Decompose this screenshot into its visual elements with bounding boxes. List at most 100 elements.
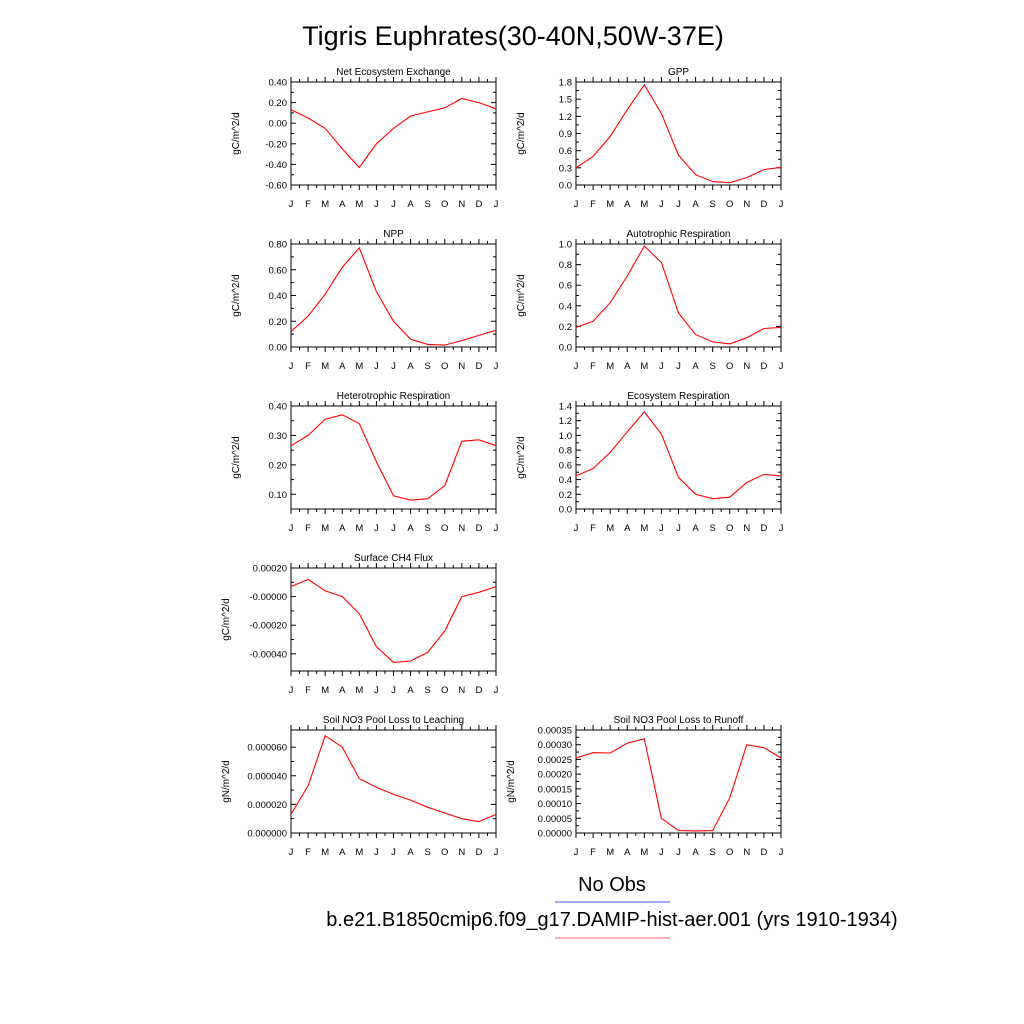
panel-9: Soil NO3 Pool Loss to Leaching gN/m^2/d 0.… — [221, 715, 499, 858]
y-tick-label: 0.30 — [269, 431, 288, 442]
y-tick-label: 0.00 — [269, 343, 288, 354]
y-tick-label: 0.8 — [559, 260, 572, 271]
x-tick-label: A — [692, 199, 699, 210]
x-tick-label: A — [692, 361, 699, 372]
y-tick-label: 0.00030 — [538, 740, 572, 751]
x-tick-label: J — [676, 847, 681, 858]
x-tick-label: F — [590, 523, 596, 534]
y-tick-label: 0.4 — [559, 301, 572, 312]
x-tick-label: M — [640, 199, 648, 210]
y-tick-label: 0.60 — [269, 265, 288, 276]
y-axis-label: gC/m^2/d — [516, 274, 527, 317]
y-tick-label: 0.00025 — [538, 755, 572, 766]
x-tick-label: D — [760, 199, 767, 210]
x-tick-label: D — [475, 361, 482, 372]
y-tick-label: 0.3 — [559, 163, 572, 174]
y-tick-label: -0.20 — [265, 139, 287, 150]
x-tick-label: J — [659, 199, 664, 210]
x-tick-label: N — [458, 523, 465, 534]
panel-title: Ecosystem Respiration — [627, 391, 729, 402]
x-tick-label: J — [494, 685, 499, 696]
x-tick-label: M — [606, 523, 614, 534]
x-tick-label: J — [374, 199, 379, 210]
x-tick-label: S — [424, 685, 430, 696]
x-tick-label: J — [391, 523, 396, 534]
y-tick-label: 0.2 — [559, 490, 572, 501]
y-tick-label: -0.40 — [265, 160, 287, 171]
plot-frame — [290, 567, 497, 672]
x-tick-label: J — [391, 847, 396, 858]
panel-title: Heterotrophic Respiration — [337, 391, 450, 402]
x-tick-label: M — [321, 361, 329, 372]
y-tick-label: 0.10 — [269, 490, 288, 501]
y-axis-label: gN/m^2/d — [221, 760, 232, 803]
y-tick-label: 0.00005 — [538, 814, 572, 825]
x-tick-label: M — [321, 199, 329, 210]
plot-frame — [575, 405, 782, 510]
x-tick-label: J — [374, 361, 379, 372]
x-tick-label: S — [424, 847, 430, 858]
x-tick-label: F — [305, 685, 311, 696]
x-tick-label: S — [709, 847, 715, 858]
panel-title: Soil NO3 Pool Loss to Leaching — [323, 715, 464, 726]
y-tick-label: 0.6 — [559, 460, 572, 471]
y-axis-label: gN/m^2/d — [506, 760, 517, 803]
y-tick-label: 1.4 — [559, 402, 572, 413]
y-tick-label: 1.5 — [559, 95, 572, 106]
legend: No Obs b.e21.B1850cmip6.f09_g17.DAMIP-hi… — [326, 874, 898, 939]
panel-title: Net Ecosystem Exchange — [336, 67, 451, 78]
y-tick-label: 0.0 — [559, 505, 572, 516]
x-tick-label: F — [590, 361, 596, 372]
panel-7: Surface CH4 Flux gC/m^2/d 0.00020 -0.00000 -… — [221, 553, 499, 696]
y-tick-label: 0.00020 — [253, 564, 287, 575]
x-tick-label: J — [289, 847, 294, 858]
panel-title: GPP — [668, 67, 689, 78]
x-tick-label: M — [606, 847, 614, 858]
x-tick-label: A — [624, 523, 631, 534]
x-tick-label: A — [624, 847, 631, 858]
panel-10: Soil NO3 Pool Loss to Runoff gN/m^2/d 0.00… — [506, 715, 784, 858]
x-tick-label: M — [321, 847, 329, 858]
x-tick-label: A — [407, 685, 414, 696]
plot-frame — [290, 81, 497, 186]
y-tick-label: 0.000000 — [247, 829, 287, 840]
x-tick-label: S — [424, 199, 430, 210]
y-axis-label: gC/m^2/d — [516, 436, 527, 479]
y-tick-label: 0.00035 — [538, 726, 572, 737]
x-tick-label: N — [458, 361, 465, 372]
x-tick-label: S — [709, 199, 715, 210]
y-tick-label: 0.000040 — [247, 771, 287, 782]
x-tick-label: J — [779, 361, 784, 372]
x-tick-label: O — [726, 199, 733, 210]
y-tick-label: 0.0 — [559, 181, 572, 192]
y-axis-label: gC/m^2/d — [231, 274, 242, 317]
x-tick-label: A — [339, 847, 346, 858]
x-tick-label: A — [624, 361, 631, 372]
panel-4: Autotrophic Respiration gC/m^2/d 0.0 0.2 0.4… — [516, 229, 784, 372]
x-tick-label: J — [494, 361, 499, 372]
y-tick-label: 0.6 — [559, 146, 572, 157]
y-tick-label: 0.20 — [269, 460, 288, 471]
x-tick-label: D — [475, 523, 482, 534]
y-tick-label: -0.00040 — [249, 649, 287, 660]
x-tick-label: J — [289, 523, 294, 534]
x-tick-label: J — [374, 847, 379, 858]
y-tick-label: 0.00020 — [538, 770, 572, 781]
x-tick-label: A — [339, 685, 346, 696]
panel-title: Soil NO3 Pool Loss to Runoff — [614, 715, 744, 726]
x-tick-label: J — [659, 523, 664, 534]
x-tick-label: O — [726, 523, 733, 534]
y-tick-label: 1.0 — [559, 431, 572, 442]
plot-frame — [290, 405, 497, 510]
x-tick-label: J — [779, 847, 784, 858]
panel-title: Surface CH4 Flux — [354, 553, 433, 564]
y-axis-label: gC/m^2/d — [231, 112, 242, 155]
x-tick-label: N — [743, 847, 750, 858]
y-tick-label: 0.9 — [559, 129, 572, 140]
x-tick-label: J — [659, 847, 664, 858]
x-tick-label: F — [305, 361, 311, 372]
x-tick-label: N — [743, 523, 750, 534]
y-axis-label: gC/m^2/d — [231, 436, 242, 479]
